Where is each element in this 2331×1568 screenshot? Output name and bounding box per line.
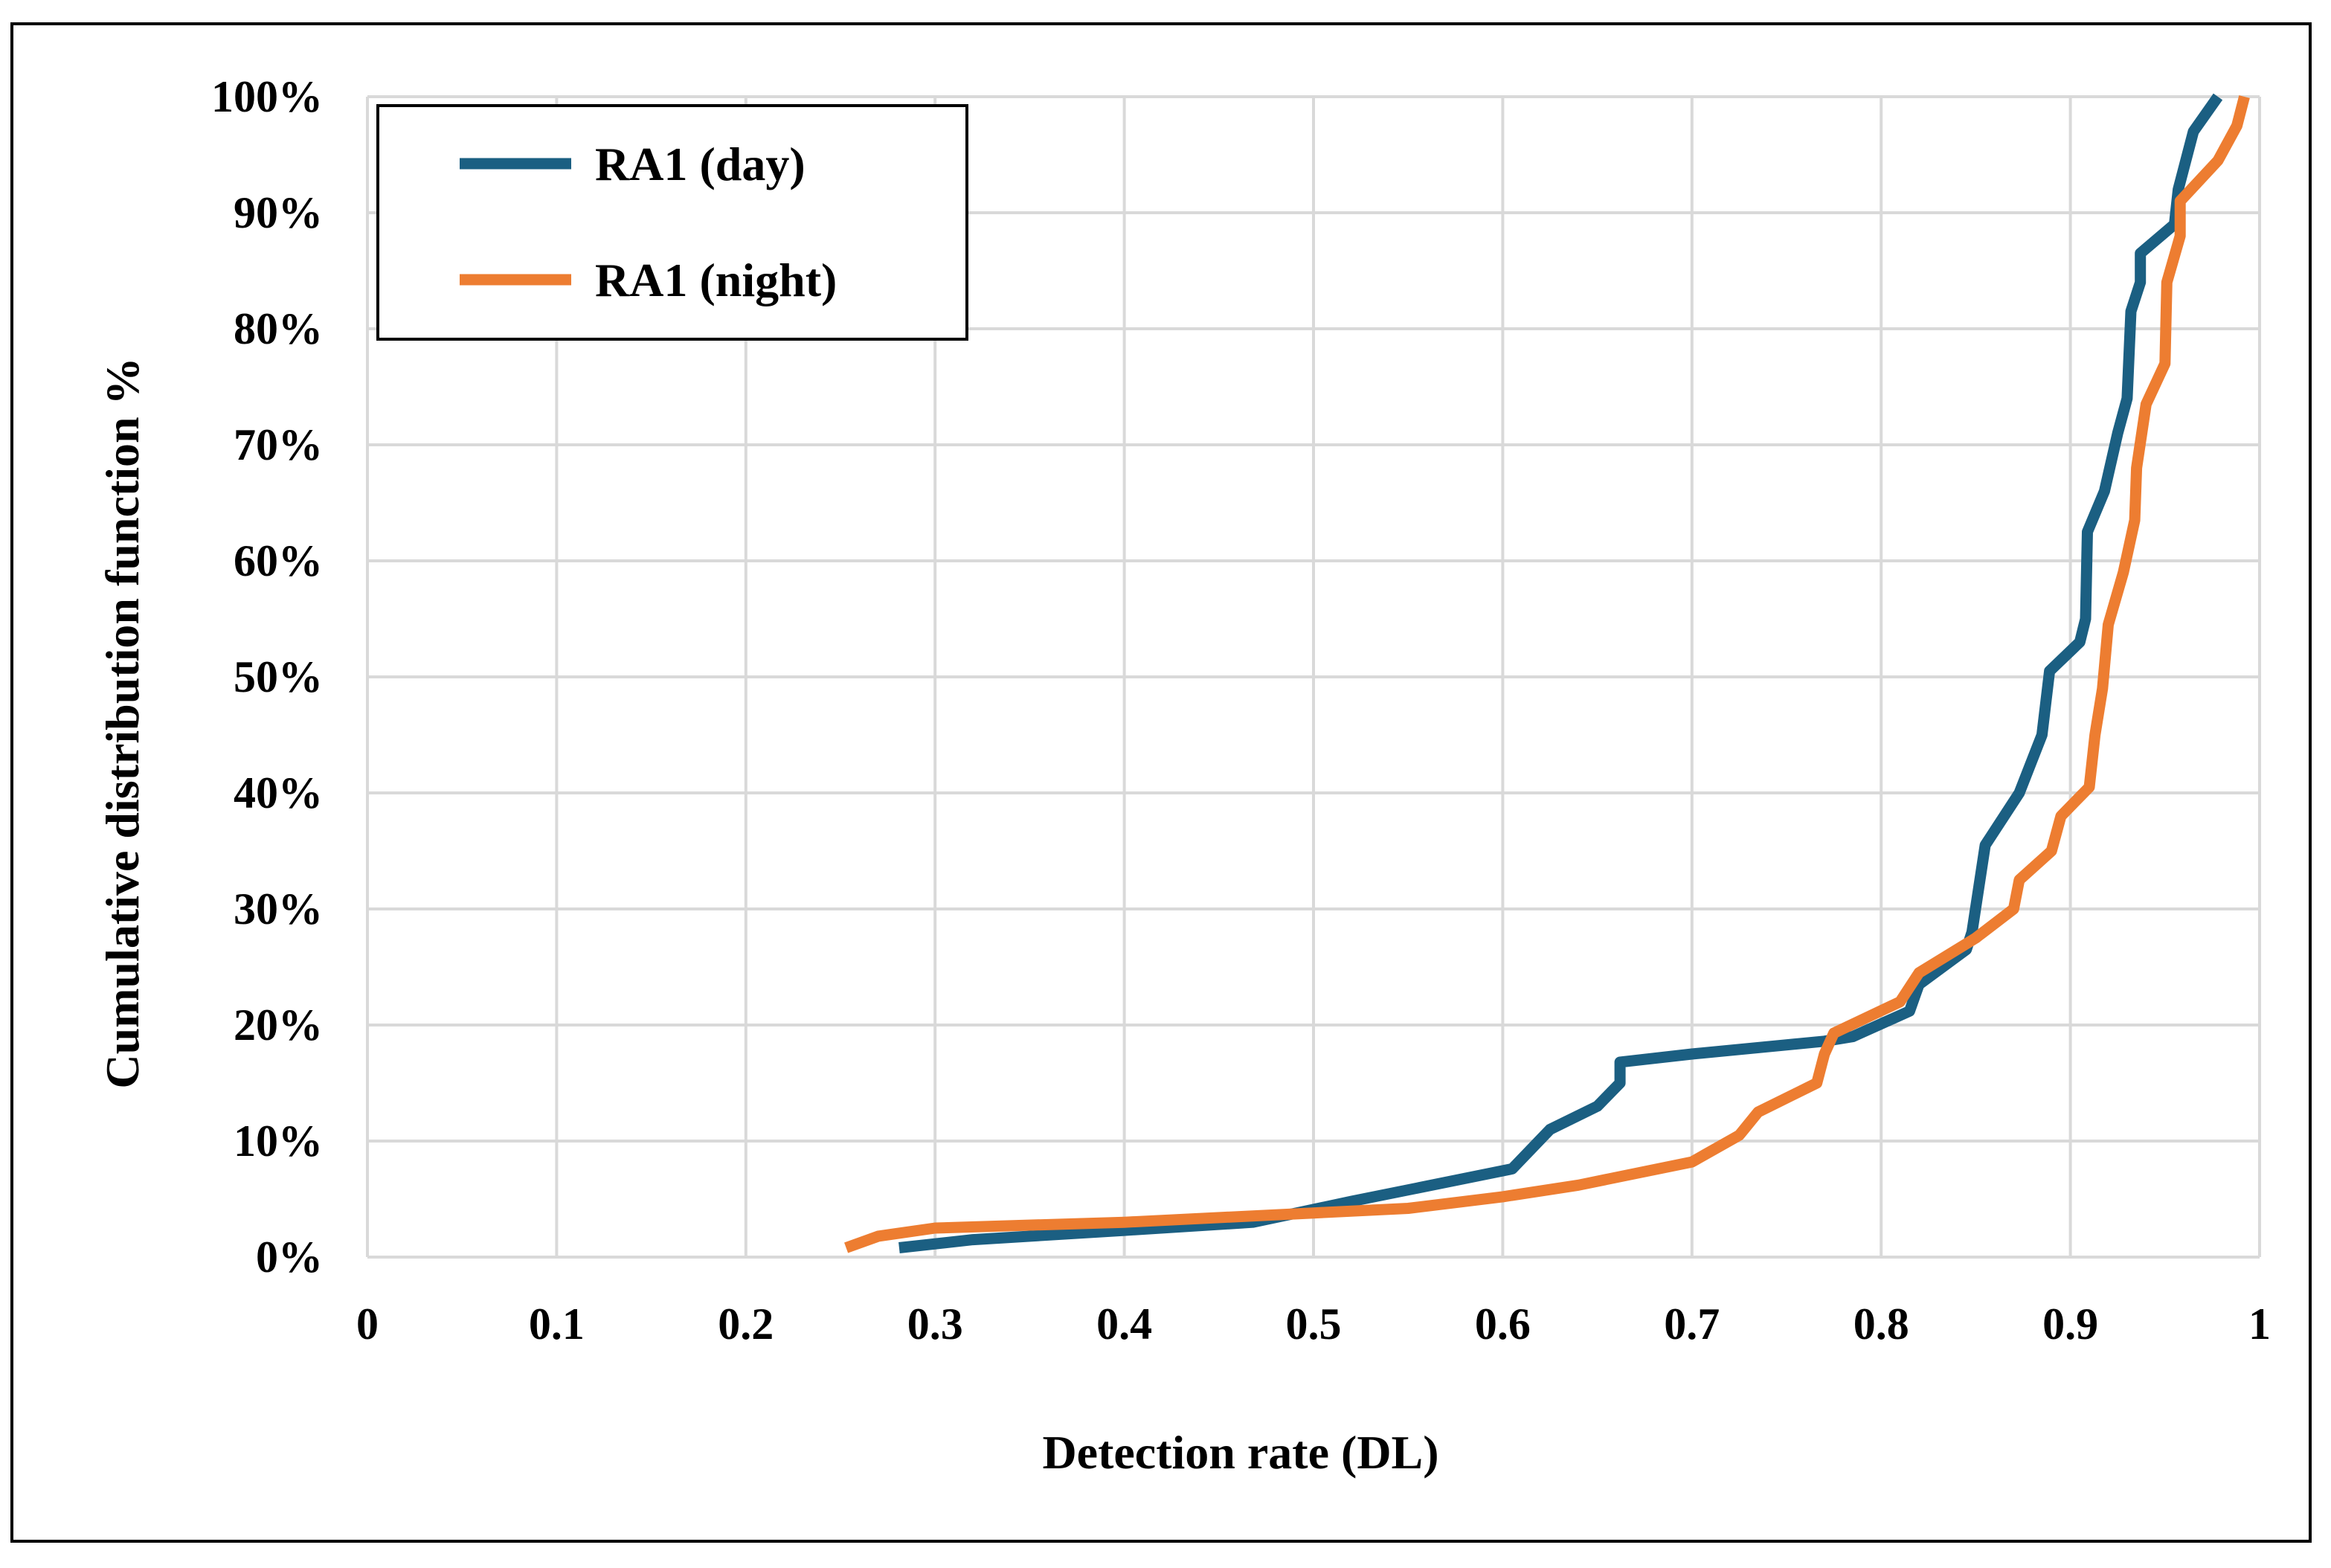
x-tick-label-2: 0.2: [718, 1299, 774, 1349]
x-tick-label-0: 0: [356, 1299, 379, 1349]
y-tick-label-8: 80%: [234, 304, 323, 353]
y-tick-label-5: 50%: [234, 652, 323, 701]
y-tick-label-4: 40%: [234, 768, 323, 817]
series-layer: [844, 93, 2250, 1253]
x-tick-label-4: 0.4: [1096, 1299, 1152, 1349]
x-tick-label-10: 1: [2248, 1299, 2271, 1349]
legend-box: [376, 104, 968, 341]
x-tick-label-1: 0.1: [529, 1299, 585, 1349]
y-tick-label-2: 20%: [234, 1000, 323, 1050]
y-tick-label-1: 10%: [234, 1116, 323, 1166]
y-tick-label-9: 90%: [234, 188, 323, 237]
y-tick-label-6: 60%: [234, 536, 323, 585]
y-tick-label-3: 30%: [234, 884, 323, 934]
tick-labels: 0 0.1 0.2 0.3 0.4 0.5 0.6 0.7 0.8 0.9 10%10%20%30%…: [211, 72, 2271, 1349]
y-tick-label-0: 0%: [256, 1233, 323, 1282]
legend-label-day: RA1 (day): [595, 138, 806, 190]
y-tick-label-7: 70%: [234, 420, 323, 469]
x-tick-label-9: 0.9: [2042, 1299, 2098, 1349]
x-tick-label-8: 0.8: [1853, 1299, 1909, 1349]
series-line-ra1-day: [898, 93, 2223, 1253]
x-axis-title: Detection rate (DL): [1042, 1426, 1438, 1479]
y-axis-title: Cumulative distribution function %: [96, 357, 149, 1088]
x-tick-label-3: 0.3: [907, 1299, 963, 1349]
series-line-ra1-night: [844, 95, 2250, 1253]
legend: RA1 (day) RA1 (night): [376, 104, 968, 341]
chart-frame: 0 0.1 0.2 0.3 0.4 0.5 0.6 0.7 0.8 0.9 1 0% 10% 20% 30%…: [10, 22, 2312, 1543]
cdf-line-chart: 0 0.1 0.2 0.3 0.4 0.5 0.6 0.7 0.8 0.9 10%10%20%30%…: [96, 72, 2271, 1479]
x-tick-label-6: 0.6: [1475, 1299, 1531, 1349]
y-tick-label-10: 100%: [211, 72, 323, 121]
x-tick-label-7: 0.7: [1664, 1299, 1720, 1349]
legend-label-night: RA1 (night): [595, 254, 837, 306]
x-tick-label-5: 0.5: [1286, 1299, 1342, 1349]
